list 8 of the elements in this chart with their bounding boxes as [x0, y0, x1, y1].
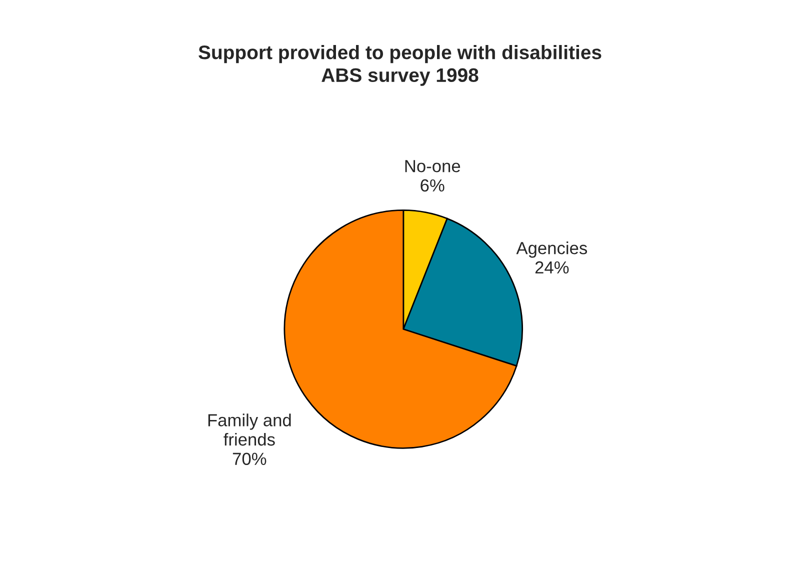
chart-title: Support provided to people with disabilities — [198, 44, 602, 64]
chart-subtitle: ABS survey 1998 — [322, 68, 478, 86]
slice-label: Family and friends — [208, 414, 291, 446]
data-label: 70% — [232, 452, 266, 466]
data-label: 24% — [535, 261, 569, 274]
data-label: 6% — [420, 179, 444, 192]
slice-label: Agencies — [516, 242, 588, 258]
slice-label: No-one — [405, 160, 460, 172]
